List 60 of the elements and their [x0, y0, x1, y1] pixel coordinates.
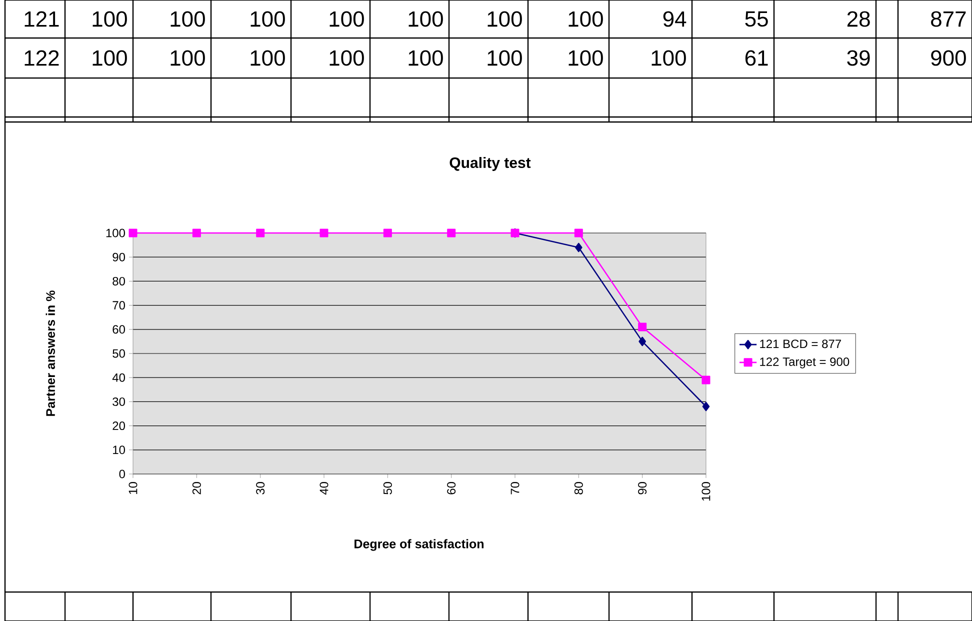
- text: 100: [250, 50, 285, 66]
- x-tick-label: 60: [447, 482, 456, 494]
- point: [320, 228, 328, 238]
- x-tick-label: 90: [638, 482, 647, 494]
- text: 100: [170, 11, 205, 27]
- text: 900: [931, 50, 966, 66]
- x-tick-label: 30: [256, 482, 265, 494]
- text: 877: [931, 11, 966, 27]
- point: [383, 228, 392, 238]
- text: 100: [488, 50, 522, 66]
- point: [575, 242, 582, 252]
- point: [128, 228, 138, 238]
- y-tick-label: 10: [113, 446, 126, 454]
- point: [638, 322, 647, 332]
- y-tick-label: 50: [112, 349, 126, 358]
- legend-label: 121 BCD = 877: [760, 340, 841, 348]
- x-axis-title: Degree of satisfaction: [354, 539, 484, 551]
- y-tick-label: 90: [112, 252, 126, 262]
- point: [702, 402, 710, 412]
- text: 100: [330, 50, 364, 66]
- text: 61: [745, 50, 768, 66]
- text: 100: [170, 50, 205, 66]
- text: 122: [24, 50, 59, 66]
- point: [447, 228, 456, 238]
- point: [574, 228, 583, 238]
- text: 121: [24, 11, 59, 27]
- point: [702, 376, 710, 384]
- y-tick-label: 70: [112, 301, 126, 310]
- x-tick-label: 80: [574, 482, 583, 494]
- x-tick-label: 10: [128, 482, 138, 494]
- text: 28: [847, 11, 870, 27]
- legend-label: 122 Target = 900: [760, 358, 850, 368]
- text: 100: [652, 50, 686, 66]
- text: 100: [568, 50, 603, 66]
- y-axis-title: Partner answers in %: [46, 290, 55, 416]
- point: [256, 228, 265, 238]
- x-tick-label: 20: [192, 482, 201, 494]
- y-tick-label: 20: [112, 422, 126, 430]
- y-tick-label: 40: [112, 373, 126, 382]
- y-tick-label: 100: [106, 228, 126, 238]
- point: [192, 228, 201, 238]
- y-tick-label: 30: [112, 397, 126, 406]
- text: 55: [745, 11, 768, 27]
- y-tick-label: 60: [112, 325, 126, 334]
- text: 100: [250, 11, 285, 27]
- point: [638, 336, 646, 346]
- text: 100: [568, 11, 603, 27]
- text: 39: [847, 50, 870, 66]
- text: 100: [488, 11, 522, 27]
- x-tick-label: 100: [702, 482, 710, 501]
- chart-title: Quality test: [450, 157, 531, 171]
- x-tick-label: 70: [510, 482, 520, 494]
- text: 100: [408, 11, 443, 27]
- x-tick-label: 40: [320, 482, 328, 495]
- text: 100: [408, 50, 443, 66]
- x-tick-label: 50: [383, 482, 392, 494]
- text: 100: [330, 11, 364, 27]
- y-tick-label: 80: [112, 276, 126, 286]
- text: 94: [663, 11, 686, 27]
- y-tick-label: 0: [119, 470, 126, 478]
